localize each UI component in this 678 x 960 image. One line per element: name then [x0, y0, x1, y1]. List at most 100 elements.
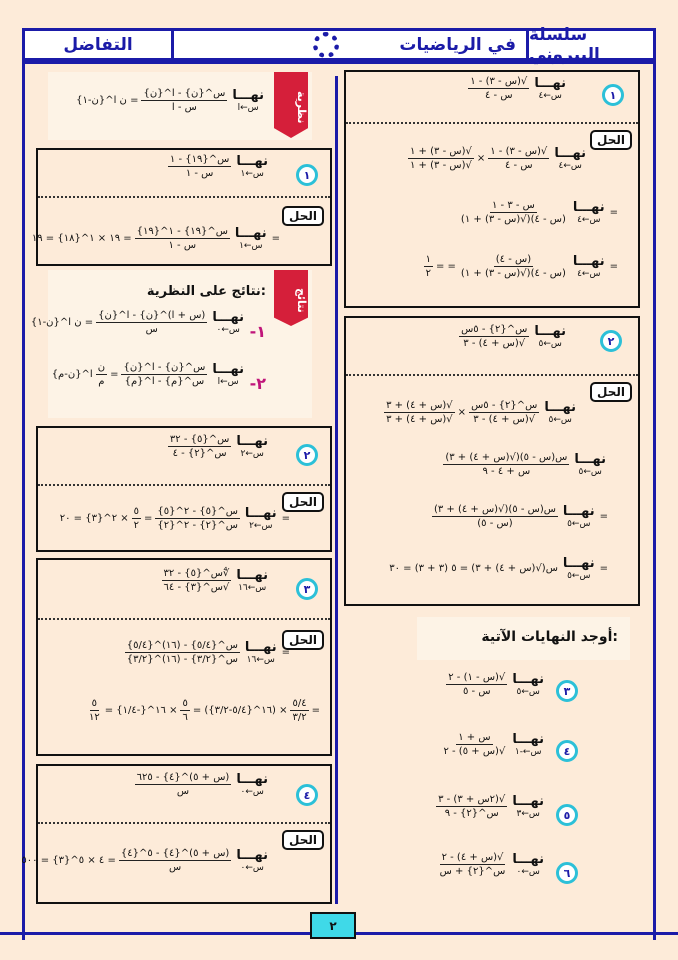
math-text: س(√(س + ٤) + ٣) = ٥ (٣ + ٣) = ٣٠: [389, 563, 558, 574]
limit-operator: نهـــا س←٤: [573, 254, 605, 279]
example-box-l4: ٤ نهـــا س←٠ (س + ٥)^{٤} - ٦٢٥ س الحل نهـــ…: [21, 764, 332, 904]
exercises-header: أوجد النهايات الآتية:: [417, 617, 630, 660]
problem-formula: نهـــا س←٢ س^{٥} - ٣٢ س^{٢} - ٤: [167, 434, 270, 459]
solution-step: = نهـــا س←٥ س(√(س + ٤) + ٣) = ٥ (٣ + ٣) = …: [389, 556, 608, 581]
fraction: س - ٣ - ١ (س - ٤)(√(س - ٣) + ١): [459, 200, 568, 225]
denominator: ٦: [182, 712, 188, 723]
example-number: ١: [296, 164, 318, 186]
limit-word: نهـــا: [234, 226, 267, 241]
math-text: ا^{ن-م}: [51, 369, 93, 380]
numerator: ٥/٤: [290, 698, 309, 711]
numerator: ن: [95, 362, 108, 375]
math-text: =: [271, 233, 280, 244]
numerator: س(س - ٥)(√(س + ٤) + ٣): [431, 504, 558, 517]
fraction: س^{٢} - ٥س √(س + ٤) - ٣: [469, 400, 540, 425]
limit-word: نهـــا: [572, 254, 605, 269]
fraction: √(س - ٣) + ١ √(س - ٣) + ١: [408, 146, 474, 171]
limit-operator: نهـــا س←٥: [563, 504, 595, 529]
limit-operator: نهـــا س←٤: [554, 146, 586, 171]
limit-word: نهـــا: [236, 434, 268, 449]
limit-approach: س←١٦: [246, 655, 275, 665]
limit-approach: س←٤: [577, 215, 601, 225]
example-number: ٣: [296, 578, 318, 600]
fraction: س^{٥} - ٣٢ س^{٢} - ٤: [167, 434, 232, 459]
limit-word: نهـــا: [232, 88, 264, 103]
fraction: س^{ن} - ا^{ن} س - ا: [141, 88, 228, 113]
numerator: س^{٥/٤} - (١٦)^{٥/٤}: [124, 640, 240, 653]
limit-approach: س←ا: [217, 377, 239, 387]
limit-approach: س←٥: [567, 519, 591, 529]
solution-label: الحل: [282, 630, 324, 650]
solution-label: الحل: [590, 130, 632, 150]
fraction: س^{٥} - ٢^{٥} س^{٢} - ٢^{٢}: [155, 506, 240, 531]
limit-approach: س←٢: [240, 449, 264, 459]
math-text: =: [609, 261, 618, 272]
denominator: س: [176, 786, 190, 797]
limit-word: نهـــا: [534, 324, 566, 339]
exercise-number: ٦: [556, 862, 578, 884]
result-label: -٢: [249, 374, 266, 393]
denominator: (س - ٤)(√(س - ٣) + ١): [460, 214, 566, 225]
solution-step: نهـــا س←٥ س(س - ٥)(√(س + ٤) + ٣) س + ٤ - ٩: [443, 452, 608, 477]
denominator: س^{٢} - ٩: [444, 808, 499, 819]
fraction: س^{١٩} - ١^{١٩} س - ١: [134, 226, 230, 251]
theorem-ribbon: نظرية: [274, 72, 308, 138]
denominator: س^{٣/٢} - (١٦)^{٣/٢}: [126, 654, 238, 665]
fraction: س(س - ٥)(√(س + ٤) + ٣) س + ٤ - ٩: [443, 452, 570, 477]
limit-approach: س←١٦: [238, 583, 267, 593]
fraction: √(س + ٤) + ٣ √(س + ٤) + ٣: [384, 400, 455, 425]
math-text: × (١٦^{٥/٤-٣/٢}) =: [192, 705, 288, 716]
limit-operator: نهـــا س←٥: [512, 672, 544, 697]
solution-label: الحل: [590, 382, 632, 402]
problem-formula: نهـــا س←١٦ ∜س^{٥} - ٣٢ √س^{٣} - ٦٤: [161, 568, 270, 593]
math-text: =: [281, 513, 290, 524]
limit-operator: نهـــا س←٥: [574, 452, 606, 477]
limit-word: نهـــا: [554, 146, 586, 161]
limit-operator: نهـــا س←٥: [534, 324, 566, 349]
limit-word: نهـــا: [244, 506, 277, 521]
limit-approach: س←٤: [558, 161, 582, 171]
limit-word: نهـــا: [572, 200, 605, 215]
solution-step: نهـــا س←٥ س^{٢} - ٥س √(س + ٤) - ٣ × √(س + ٤)…: [384, 400, 578, 425]
limit-word: نهـــا: [574, 452, 606, 467]
denominator: ٢: [425, 268, 431, 279]
fraction: (س + ٥)^{٤} - ٥^{٤} س: [118, 848, 232, 873]
numerator: √(س + ٤) - ٢: [439, 852, 506, 865]
limit-operator: نهـــا س←٢: [236, 434, 268, 459]
limit-word: نهـــا: [512, 672, 544, 687]
limit-word: نهـــا: [562, 504, 595, 519]
math-text: =: [609, 207, 618, 218]
numerator: ∜س^{٥} - ٣٢: [161, 568, 232, 581]
numerator: س + ١: [456, 732, 493, 745]
denominator: (س - ٤)(√(س - ٣) + ١): [460, 268, 566, 279]
exercise-number: ٣: [556, 680, 578, 702]
denominator: √(س + ٤) - ٣: [473, 414, 536, 425]
limit-operator: نهـــا س←١: [235, 226, 267, 251]
math-text: × ٢^{٣} = ٢٠: [59, 513, 129, 524]
limit-word: نهـــا: [244, 640, 277, 655]
problem-formula: نهـــا س←٠ (س + ٥)^{٤} - ٦٢٥ س: [134, 772, 270, 797]
limit-approach: س←٥: [578, 467, 602, 477]
math-text: = ٤ × ٥^{٣} = ٥٠٠: [21, 855, 116, 866]
numerator: س^{٥} - ٣٢: [167, 434, 232, 447]
numerator: ٥: [180, 698, 190, 711]
limit-word: نهـــا: [512, 852, 544, 867]
math-text: =: [144, 513, 153, 524]
solution-step: نهـــا س←٠ (س + ٥)^{٤} - ٥^{٤} س = ٤ × ٥^{٣}…: [21, 848, 270, 873]
math-text: ×: [476, 153, 486, 164]
fraction: √(س + ٤) - ٢ س^{٢} + س: [438, 852, 508, 877]
limit-approach: س←٠: [240, 863, 264, 873]
solution-step: = نهـــا س←٥ س(س - ٥)(√(س + ٤) + ٣) (س - ٥): [431, 504, 608, 529]
header-center: في الرياضيات: [174, 28, 526, 61]
solution-label: الحل: [282, 206, 324, 226]
limit-approach: س←٠: [516, 867, 540, 877]
limit-operator: نهـــا س←٥: [544, 400, 576, 425]
result-label: -١: [249, 322, 266, 341]
result-formula: نهـــا س←ا س^{ن} - ا^{ن} س^{م} - ا^{م} = ن م ا^…: [52, 362, 246, 387]
fraction: ٥/٤ ٣/٢: [290, 698, 309, 723]
